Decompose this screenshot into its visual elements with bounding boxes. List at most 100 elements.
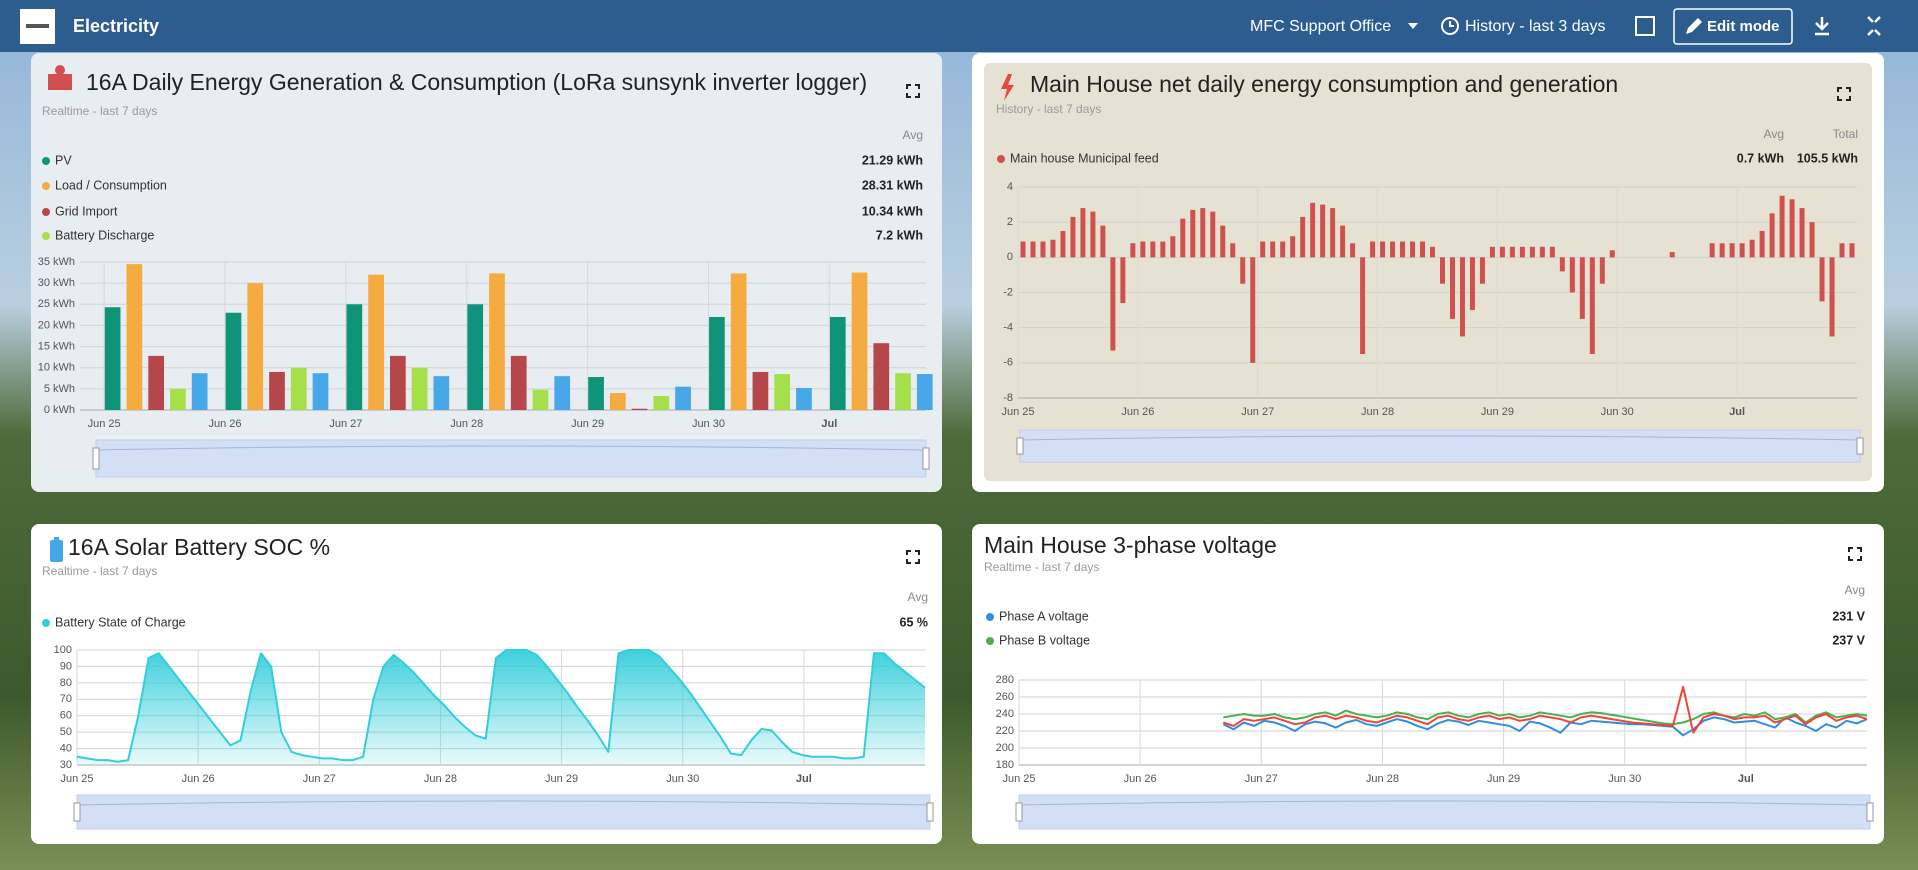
- x-tick-label: Jun 26: [182, 773, 215, 785]
- x-tick-label: Jul: [1738, 773, 1754, 785]
- bar: [1430, 246, 1436, 258]
- navigator-handle[interactable]: [1016, 437, 1024, 455]
- bar: [1739, 243, 1745, 258]
- fullscreen-icon[interactable]: [906, 84, 920, 98]
- bar: [1799, 208, 1805, 258]
- navigator-outline: [1018, 800, 1871, 806]
- bar: [1589, 257, 1595, 355]
- bar: [1290, 236, 1296, 258]
- clock-icon[interactable]: [1441, 17, 1459, 35]
- image-icon[interactable]: [1635, 16, 1655, 36]
- series-line: [1222, 685, 1868, 734]
- legend-label[interactable]: Phase B voltage: [999, 633, 1090, 647]
- widget-subtitle: History - last 7 days: [996, 102, 1101, 116]
- legend-label[interactable]: Load / Consumption: [55, 178, 167, 192]
- bar: [653, 396, 670, 410]
- history-selector[interactable]: History - last 3 days: [1465, 18, 1605, 35]
- clock-hands[interactable]: [1449, 21, 1454, 27]
- legend-label[interactable]: Grid Import: [55, 204, 118, 218]
- location-selector[interactable]: MFC Support Office: [1250, 18, 1391, 35]
- bar: [730, 273, 747, 410]
- x-tick-label: Jun 30: [1608, 773, 1641, 785]
- fullscreen-icon[interactable]: [1848, 547, 1862, 561]
- avg-value: 237 V: [1832, 633, 1865, 647]
- bar: [1230, 243, 1236, 258]
- legend-swatch: [42, 232, 50, 240]
- x-tick-label: Jun 30: [692, 418, 725, 430]
- avg-value: 0.7 kWh: [1737, 151, 1784, 165]
- avg-value: 7.2 kWh: [876, 228, 923, 242]
- legend-label[interactable]: Main house Municipal feed: [1010, 151, 1159, 165]
- edit-mode-button[interactable]: [1673, 8, 1793, 45]
- bar: [1459, 257, 1465, 337]
- bar: [1569, 257, 1575, 293]
- bar: [1320, 204, 1326, 258]
- fullscreen-icon[interactable]: [1837, 87, 1851, 101]
- bar: [1200, 208, 1206, 258]
- navigator-handle[interactable]: [922, 447, 930, 470]
- y-tick-label: 35 kWh: [38, 256, 75, 268]
- bolt-icon: [1001, 74, 1014, 101]
- legend-swatch: [42, 157, 50, 165]
- legend-label[interactable]: Battery State of Charge: [55, 615, 186, 629]
- y-tick-label: 10 kWh: [38, 362, 75, 374]
- x-tick-label: Jun 29: [545, 773, 578, 785]
- bar: [1749, 239, 1755, 258]
- x-tick-label: Jun 26: [209, 418, 242, 430]
- pencil-icon[interactable]: [1686, 18, 1702, 34]
- bar: [1130, 243, 1136, 258]
- avg-header: Avg: [903, 128, 923, 142]
- x-tick-label: Jun 27: [1245, 773, 1278, 785]
- x-tick-label: Jun 25: [88, 418, 121, 430]
- total-header: Total: [1833, 127, 1858, 141]
- y-tick-label: 280: [996, 674, 1014, 686]
- bar: [675, 386, 691, 410]
- area-fill: [77, 650, 925, 765]
- y-tick-label: 5 kWh: [44, 383, 75, 395]
- navigator-handle[interactable]: [73, 802, 81, 822]
- range-navigator: [1019, 429, 1861, 463]
- bar: [1410, 241, 1416, 258]
- bar: [1779, 195, 1785, 258]
- widget-panel: [984, 63, 1872, 481]
- legend-label[interactable]: Phase A voltage: [999, 609, 1089, 623]
- download-icon[interactable]: [1815, 17, 1829, 36]
- bar: [532, 389, 549, 410]
- y-tick-label: 70: [60, 693, 72, 705]
- bar: [467, 304, 484, 410]
- dropdown-caret[interactable]: [1408, 23, 1418, 29]
- navigator-handle[interactable]: [92, 447, 100, 470]
- y-tick-label: 240: [996, 708, 1014, 720]
- bar: [1390, 241, 1396, 258]
- y-tick-label: -2: [1003, 286, 1013, 298]
- navigator-handle[interactable]: [1856, 437, 1864, 455]
- widget-subtitle: Realtime - last 7 days: [984, 560, 1099, 574]
- navigator-handle[interactable]: [1866, 802, 1874, 822]
- bar: [1020, 241, 1026, 258]
- bar: [191, 373, 208, 410]
- bar: [126, 264, 143, 410]
- bar: [1250, 257, 1256, 363]
- fullscreen-icon[interactable]: [906, 550, 920, 564]
- x-tick-label: Jun 27: [329, 418, 362, 430]
- legend-label[interactable]: Battery Discharge: [55, 228, 154, 242]
- avg-value: 21.29 kWh: [862, 153, 923, 167]
- collapse-icon[interactable]: [1867, 16, 1881, 36]
- bar: [1080, 208, 1086, 258]
- bar: [247, 283, 264, 410]
- bar: [433, 376, 450, 410]
- navigator-handle[interactable]: [926, 802, 934, 822]
- legend-label[interactable]: PV: [55, 153, 72, 167]
- bar: [1769, 213, 1775, 258]
- y-tick-label: 0: [1007, 251, 1013, 263]
- bar: [1499, 246, 1505, 258]
- navigator-handle[interactable]: [1015, 802, 1023, 822]
- y-tick-label: 80: [60, 677, 72, 689]
- bar: [1190, 209, 1196, 258]
- bar: [752, 371, 769, 410]
- bar: [368, 274, 384, 410]
- edit-mode-label[interactable]: Edit mode: [1707, 18, 1780, 35]
- y-tick-label: 30: [60, 759, 72, 771]
- bar: [631, 408, 648, 410]
